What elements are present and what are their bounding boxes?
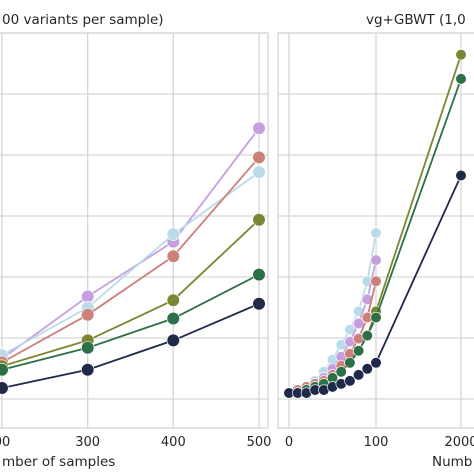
- left-x-tick-label: 300: [75, 435, 100, 450]
- right-x-tick-labels: 0 100 2000: [285, 435, 474, 450]
- left-data-point: [252, 268, 266, 282]
- right-data-point: [361, 330, 373, 342]
- left-data-point: [0, 381, 9, 395]
- left-data-point: [166, 249, 180, 263]
- right-data-point: [370, 357, 382, 369]
- right-series-group: [283, 49, 467, 399]
- right-data-point: [353, 369, 365, 381]
- left-x-tick-label: 400: [161, 435, 186, 450]
- right-data-point: [361, 363, 373, 375]
- right-data-point: [370, 227, 382, 239]
- left-data-point: [252, 213, 266, 227]
- left-data-point: [166, 293, 180, 307]
- left-series-line: [1, 171, 260, 356]
- right-series-line: [289, 54, 462, 394]
- right-title: vg+GBWT (1,0: [366, 12, 466, 28]
- left-series-line: [1, 156, 260, 364]
- right-data-point: [353, 345, 365, 357]
- left-series-2: [0, 150, 266, 369]
- right-data-point: [370, 275, 382, 287]
- left-series-line: [1, 219, 260, 367]
- right-subplot: 0 100 2000 vg+GBWT (1,0 Numb: [277, 12, 474, 470]
- left-series-3: [0, 213, 266, 373]
- left-series-group: [0, 121, 266, 395]
- left-x-axis-label: mber of samples: [2, 454, 115, 470]
- left-data-point: [81, 308, 95, 322]
- right-plot-frame: [277, 32, 474, 429]
- right-data-point: [455, 49, 467, 61]
- right-data-point: [370, 311, 382, 324]
- right-data-point: [455, 169, 467, 182]
- right-x-tick-label: 2000: [444, 435, 474, 450]
- left-data-point: [0, 363, 9, 377]
- right-x-tick-label: 100: [364, 435, 389, 450]
- right-data-point: [344, 357, 356, 369]
- left-data-point: [166, 311, 180, 326]
- left-plot-frame: [0, 32, 269, 429]
- left-title: 00 variants per sample): [2, 12, 164, 28]
- left-series-0: [0, 121, 266, 366]
- right-data-point: [344, 375, 356, 387]
- left-x-tick-labels: 00 300 400 500: [0, 435, 271, 450]
- left-series-line: [1, 273, 260, 371]
- left-data-point: [166, 333, 180, 348]
- left-data-point: [81, 363, 95, 377]
- left-series-5: [0, 297, 266, 395]
- right-data-point: [370, 254, 382, 266]
- right-data-point: [455, 73, 467, 85]
- left-data-point: [252, 121, 266, 135]
- right-data-point: [335, 366, 347, 378]
- left-series-line: [1, 127, 260, 360]
- right-x-tick-label: 0: [285, 435, 293, 450]
- left-series-line: [1, 302, 260, 389]
- right-x-axis-label: Numb: [432, 454, 472, 470]
- right-series-5: [283, 169, 467, 399]
- left-x-tick-label: 500: [247, 435, 272, 450]
- left-x-tick-label: 00: [0, 435, 10, 450]
- left-data-point: [81, 341, 95, 355]
- right-data-point: [361, 293, 373, 306]
- left-data-point: [252, 150, 266, 164]
- left-data-point: [252, 297, 266, 311]
- left-gridlines: [0, 32, 268, 428]
- left-subplot: 00 300 400 500 00 variants per sample) mber…: [0, 12, 271, 470]
- left-data-point: [166, 227, 180, 241]
- left-series-4: [0, 268, 266, 377]
- left-data-point: [252, 165, 266, 179]
